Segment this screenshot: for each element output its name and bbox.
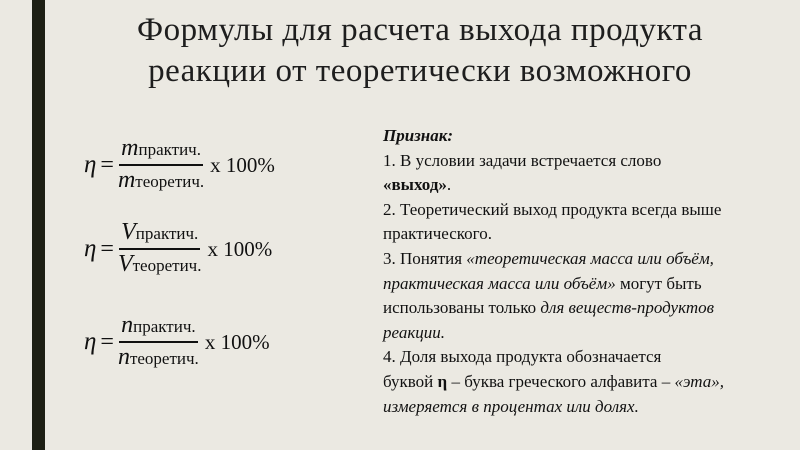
subscript: практич. <box>138 140 201 159</box>
eta-bold: η <box>437 371 448 391</box>
signs-text-part: 3. Понятия <box>383 248 467 268</box>
signs-italic-part: измеряется в процентах или долях. <box>383 396 639 416</box>
signs-italic-part: для веществ-продуктов <box>540 298 714 318</box>
signs-text-part: буквой <box>383 371 438 391</box>
slide-title: Формулы для расчета выхода продукта реак… <box>60 10 780 92</box>
subscript: теоретич. <box>135 172 205 191</box>
formula-amount: η = nпрактич. nтеоретич. x 100% <box>84 311 270 373</box>
denominator: Vтеоретич. <box>118 250 202 280</box>
eta-symbol: η <box>84 151 97 178</box>
subscript: теоретич. <box>129 349 199 368</box>
fraction: mпрактич. mтеоретич. <box>118 134 204 196</box>
numerator: mпрактич. <box>119 134 203 166</box>
subscript: теоретич. <box>132 256 202 275</box>
variable: V <box>117 251 133 277</box>
punctuation: . <box>446 175 452 195</box>
signs-line: 1. В условии задачи встречается слово <box>383 150 662 170</box>
denominator: nтеоретич. <box>118 343 199 373</box>
signs-italic-part: «эта», <box>674 371 724 391</box>
variable: m <box>121 135 139 161</box>
signs-italic-part: практическая масса или объём» <box>383 273 616 293</box>
variable: n <box>117 344 130 370</box>
signs-italic-part: реакции. <box>383 322 446 342</box>
title-line-1: Формулы для расчета выхода продукта <box>137 12 703 48</box>
equals-sign: = <box>100 151 114 178</box>
formula-mass: η = mпрактич. mтеоретич. x 100% <box>84 134 275 196</box>
numerator: nпрактич. <box>119 311 198 343</box>
signs-line: практического. <box>383 224 492 244</box>
signs-heading: Признак: <box>383 126 454 145</box>
eta-symbol: η <box>84 328 97 355</box>
fraction: Vпрактич. Vтеоретич. <box>118 218 202 280</box>
signs-line: 4. Доля выхода продукта обозначается <box>383 347 662 367</box>
title-line-2: реакции от теоретически возможного <box>148 53 692 89</box>
signs-text-part: – буква греческого алфавита – <box>447 371 675 391</box>
formula-volume: η = Vпрактич. Vтеоретич. x 100% <box>84 218 272 280</box>
keyword-vyhod: «выход» <box>383 175 447 195</box>
signs-italic-part: «теоретическая масса или объём, <box>466 248 714 268</box>
eta-symbol: η <box>84 235 97 262</box>
subscript: практич. <box>133 317 196 336</box>
numerator: Vпрактич. <box>119 218 201 250</box>
variable: n <box>121 312 134 338</box>
denominator: mтеоретич. <box>118 166 204 196</box>
equals-sign: = <box>100 235 114 262</box>
signs-text-part: могут быть <box>615 273 702 293</box>
signs-text: Признак: 1. В условии задачи встречается… <box>383 124 793 419</box>
multiplier: x 100% <box>204 329 270 354</box>
variable: V <box>121 219 136 245</box>
signs-line: 2. Теоретический выход продукта всегда в… <box>383 199 722 219</box>
variable: m <box>117 167 136 193</box>
accent-bar <box>32 0 45 450</box>
signs-text-part: использованы только <box>383 298 541 318</box>
subscript: практич. <box>135 224 199 243</box>
fraction: nпрактич. nтеоретич. <box>118 311 199 373</box>
multiplier: x 100% <box>207 236 273 261</box>
multiplier: x 100% <box>210 152 275 177</box>
equals-sign: = <box>100 328 114 355</box>
